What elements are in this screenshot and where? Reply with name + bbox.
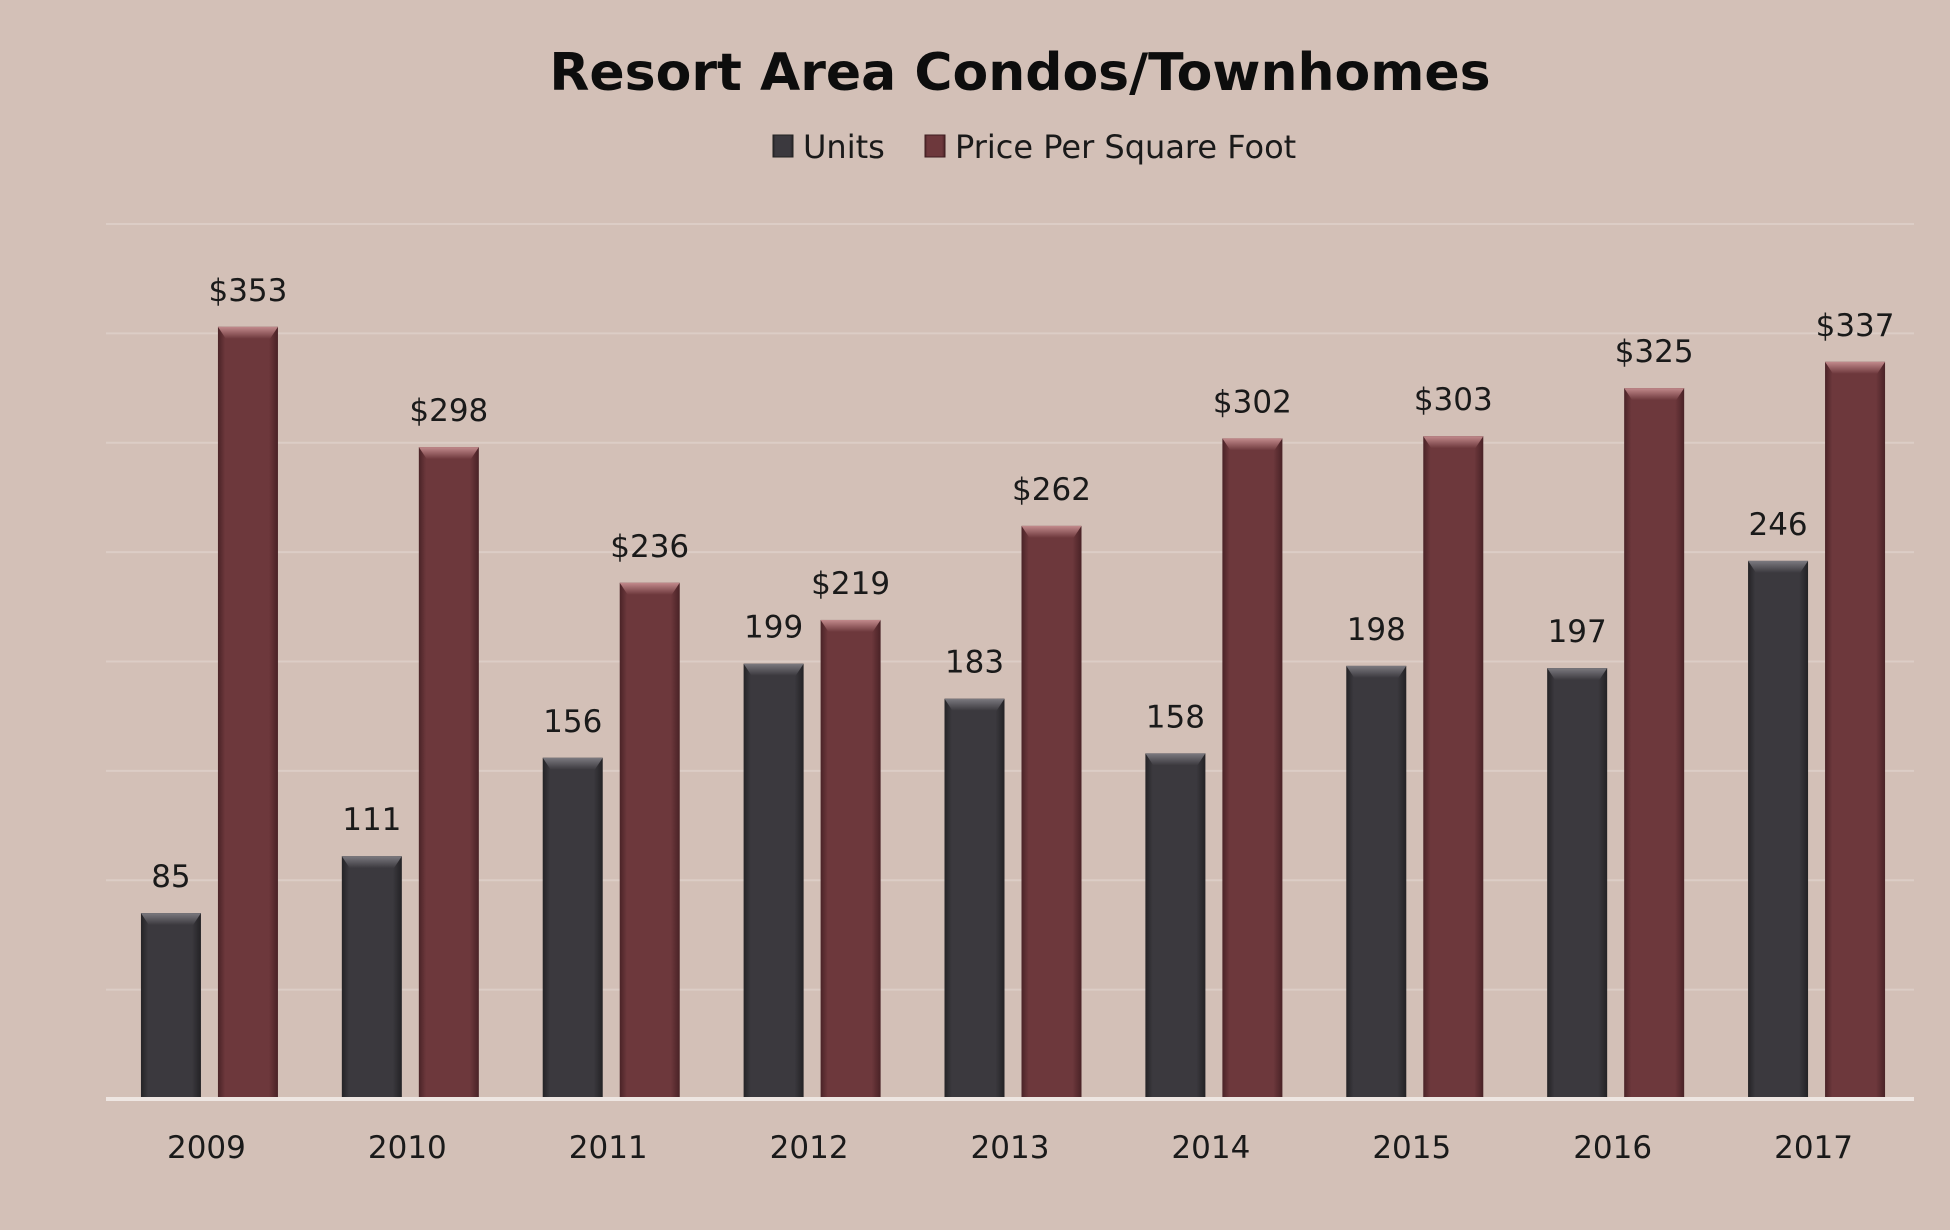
data-label-price-2015: $303 bbox=[1414, 382, 1493, 418]
bar-price-body bbox=[1423, 436, 1484, 1099]
legend-swatch-units bbox=[772, 134, 794, 158]
data-label-units-2013: 183 bbox=[945, 645, 1004, 681]
x-tick-label-2017: 2017 bbox=[1774, 1130, 1853, 1166]
bar-price-body bbox=[619, 582, 680, 1099]
bar-price-body bbox=[1021, 525, 1082, 1099]
bar-units-cap bbox=[1145, 753, 1206, 766]
x-tick-label-2016: 2016 bbox=[1573, 1130, 1652, 1166]
bar-price-cap bbox=[1222, 438, 1283, 451]
bar-units-body bbox=[1748, 560, 1809, 1099]
data-labels: 85 $353 111 $298 156 $236 199$219 183 $262 158 $30… bbox=[151, 273, 1894, 895]
x-tick-label-2013: 2013 bbox=[971, 1130, 1050, 1166]
bar-units-body bbox=[341, 856, 402, 1099]
x-tick-label-2010: 2010 bbox=[368, 1130, 447, 1166]
bar-price-cap bbox=[418, 447, 479, 460]
bar-price-cap bbox=[820, 619, 881, 632]
x-axis-ticks: 2009 2010 2011 2012 2013 2014 2015 2016 2017 bbox=[167, 1130, 1853, 1166]
bar-price-cap bbox=[1021, 525, 1082, 538]
bar-units-2017 bbox=[1748, 560, 1809, 1099]
bar-price-body bbox=[1222, 438, 1283, 1099]
bar-units-cap bbox=[944, 698, 1005, 711]
data-label-units-2014: 158 bbox=[1146, 699, 1205, 735]
data-label-price-2012: $219 bbox=[811, 566, 890, 602]
bar-units-body bbox=[1547, 668, 1608, 1099]
legend-label-price: Price Per Square Foot bbox=[955, 128, 1296, 166]
gridlines bbox=[106, 223, 1914, 991]
data-label-units-2016: 197 bbox=[1548, 614, 1607, 650]
bar-price-2010 bbox=[418, 447, 479, 1099]
data-label-units-2009: 85 bbox=[151, 859, 190, 895]
bar-units-body bbox=[542, 757, 603, 1099]
data-label-units-2015: 198 bbox=[1347, 612, 1406, 648]
bar-units-cap bbox=[341, 856, 402, 869]
bar-units-2009 bbox=[140, 913, 201, 1099]
bar-price-body bbox=[418, 447, 479, 1099]
bar-price-cap bbox=[1423, 436, 1484, 449]
data-label-price-2016: $325 bbox=[1615, 334, 1694, 370]
bar-price-2017 bbox=[1825, 361, 1886, 1099]
x-tick-label-2011: 2011 bbox=[569, 1130, 648, 1166]
bar-price-2016 bbox=[1624, 388, 1685, 1099]
legend-label-units: Units bbox=[803, 128, 885, 166]
bar-units-body bbox=[1346, 665, 1407, 1099]
bar-price-body bbox=[217, 326, 278, 1099]
bar-price-2014 bbox=[1222, 438, 1283, 1099]
x-tick-label-2015: 2015 bbox=[1372, 1130, 1451, 1166]
bar-units-body bbox=[944, 698, 1005, 1099]
bar-units-2015 bbox=[1346, 665, 1407, 1099]
data-label-price-2014: $302 bbox=[1213, 384, 1292, 420]
bar-price-body bbox=[1825, 361, 1886, 1099]
legend-swatch-price bbox=[924, 134, 946, 158]
bar-units-cap bbox=[1547, 668, 1608, 681]
data-label-units-2010: 111 bbox=[342, 802, 401, 838]
bar-price-2012 bbox=[820, 619, 881, 1099]
bar-units-2012 bbox=[743, 663, 804, 1099]
bar-price-body bbox=[1624, 388, 1685, 1099]
data-label-units-2012: 199 bbox=[744, 610, 803, 646]
data-label-price-2009: $353 bbox=[208, 273, 287, 309]
legend: Units Price Per Square Foot bbox=[772, 128, 1296, 166]
bar-price-cap bbox=[1624, 388, 1685, 401]
x-tick-label-2009: 2009 bbox=[167, 1130, 246, 1166]
data-label-price-2013: $262 bbox=[1012, 472, 1091, 508]
bar-units-2016 bbox=[1547, 668, 1608, 1099]
data-label-units-2017: 246 bbox=[1748, 507, 1807, 543]
bar-price-body bbox=[820, 619, 881, 1099]
bar-units-body bbox=[743, 663, 804, 1099]
data-label-price-2017: $337 bbox=[1816, 308, 1895, 344]
bar-units-2011 bbox=[542, 757, 603, 1099]
bar-units-cap bbox=[140, 913, 201, 926]
x-tick-label-2012: 2012 bbox=[770, 1130, 849, 1166]
bar-units-2014 bbox=[1145, 753, 1206, 1099]
bar-units-body bbox=[1145, 753, 1206, 1099]
bar-price-2009 bbox=[217, 326, 278, 1099]
bar-units-body bbox=[140, 913, 201, 1099]
bars bbox=[140, 326, 1886, 1099]
legend-item-price: Price Per Square Foot bbox=[924, 128, 1296, 166]
bar-units-2013 bbox=[944, 698, 1005, 1099]
bar-price-2013 bbox=[1021, 525, 1082, 1099]
x-tick-label-2014: 2014 bbox=[1171, 1130, 1250, 1166]
bar-price-cap bbox=[1825, 361, 1886, 374]
bar-units-2010 bbox=[341, 856, 402, 1099]
bar-units-cap bbox=[1748, 560, 1809, 573]
bar-units-cap bbox=[542, 757, 603, 770]
bar-price-2015 bbox=[1423, 436, 1484, 1099]
bar-units-cap bbox=[743, 663, 804, 676]
legend-item-units: Units bbox=[772, 128, 885, 166]
data-label-price-2010: $298 bbox=[409, 393, 488, 429]
data-label-price-2011: $236 bbox=[610, 529, 689, 565]
chart-title: Resort Area Condos/Townhomes bbox=[549, 43, 1490, 103]
bar-price-2011 bbox=[619, 582, 680, 1099]
data-label-units-2011: 156 bbox=[543, 704, 602, 740]
bar-units-cap bbox=[1346, 665, 1407, 678]
bar-price-cap bbox=[619, 582, 680, 595]
bar-price-cap bbox=[217, 326, 278, 339]
